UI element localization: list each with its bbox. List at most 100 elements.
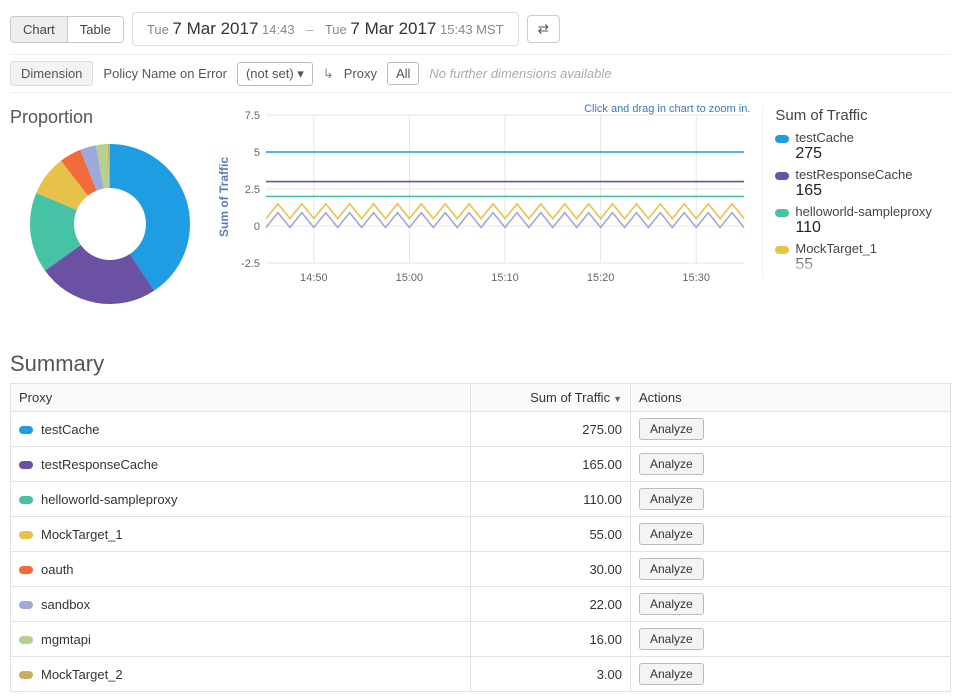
table-row: helloworld-sampleproxy 110.00 Analyze xyxy=(11,482,951,517)
line-chart-frame: Sum of Traffic -2.502.557.514:5015:0015:… xyxy=(230,107,750,287)
proxy-select-value: All xyxy=(396,66,410,81)
table-row: mgmtapi16.00Analyze xyxy=(11,622,951,657)
date-to-day: 7 Mar 2017 xyxy=(350,19,436,38)
breadcrumb-proxy: Proxy xyxy=(344,66,377,81)
legend-name: helloworld-sampleproxy xyxy=(795,204,932,219)
table-row: testResponseCache165.00 Analyze xyxy=(11,447,951,482)
row-swatch xyxy=(19,566,33,574)
proportion-title: Proportion xyxy=(10,107,218,128)
view-toggle: Chart Table xyxy=(10,16,124,43)
legend-item[interactable]: testCache275 xyxy=(775,130,951,163)
legend-name: testCache xyxy=(795,130,854,145)
tab-table[interactable]: Table xyxy=(67,17,123,42)
legend-swatch xyxy=(775,172,789,180)
row-swatch xyxy=(19,426,33,434)
row-swatch xyxy=(19,461,33,469)
analyze-button[interactable]: Analyze xyxy=(639,593,704,615)
y-tick-label: 2.5 xyxy=(245,184,260,196)
y-axis-label: Sum of Traffic xyxy=(217,157,231,237)
table-row: oauth 30.00 Analyze xyxy=(11,552,951,587)
legend-name: testResponseCache xyxy=(795,167,912,182)
summary-title: Summary xyxy=(10,351,951,377)
breadcrumb-policy: Policy Name on Error xyxy=(103,66,227,81)
analyze-button[interactable]: Analyze xyxy=(639,418,704,440)
policy-select[interactable]: (not set) ▾ xyxy=(237,62,313,86)
proxy-name: MockTarget_1 xyxy=(41,527,123,542)
chevron-down-icon: ▾ xyxy=(297,66,304,81)
col-proxy[interactable]: Proxy xyxy=(11,384,471,412)
line-chart[interactable]: -2.502.557.514:5015:0015:1015:2015:30 xyxy=(230,107,750,287)
proxy-select[interactable]: All xyxy=(387,62,419,85)
cell-sum: 30.00 xyxy=(471,552,631,587)
date-from-time: 14:43 xyxy=(262,22,295,37)
cell-proxy: MockTarget_1 xyxy=(11,517,471,552)
analyze-button[interactable]: Analyze xyxy=(639,488,704,510)
date-from-prefix: Tue xyxy=(147,22,169,37)
cell-actions: Analyze xyxy=(631,657,951,692)
row-swatch xyxy=(19,601,33,609)
donut-panel: Proportion xyxy=(10,107,218,307)
cell-sum: 22.00 xyxy=(471,587,631,622)
legend-item[interactable]: MockTarget_155 xyxy=(775,241,951,274)
policy-select-value: (not set) xyxy=(246,66,294,81)
legend-title: Sum of Traffic xyxy=(775,107,951,124)
proxy-name: helloworld-sampleproxy xyxy=(41,492,178,507)
row-swatch xyxy=(19,636,33,644)
date-to-prefix: Tue xyxy=(325,22,347,37)
table-row: sandbox 22.00 Analyze xyxy=(11,587,951,622)
x-tick-label: 15:00 xyxy=(396,272,424,284)
legend-name: MockTarget_1 xyxy=(795,241,877,256)
legend-item[interactable]: testResponseCache165 xyxy=(775,167,951,200)
legend-swatch xyxy=(775,246,789,254)
y-tick-label: -2.5 xyxy=(241,258,260,270)
proxy-name: mgmtapi xyxy=(41,632,91,647)
col-sum-label: Sum of Traffic xyxy=(530,390,610,405)
breadcrumb-arrow-icon: ↳ xyxy=(323,66,334,82)
legend-list: testCache275 testResponseCache165 hellowor… xyxy=(775,130,951,274)
proxy-name: oauth xyxy=(41,562,74,577)
cell-proxy: testCache xyxy=(11,412,471,447)
y-tick-label: 0 xyxy=(254,221,260,233)
cell-sum: 110.00 xyxy=(471,482,631,517)
legend-value: 275 xyxy=(795,145,951,163)
row-swatch xyxy=(19,671,33,679)
legend-swatch xyxy=(775,135,789,143)
proxy-name: sandbox xyxy=(41,597,90,612)
toolbar: Chart Table Tue 7 Mar 2017 14:43 – Tue 7… xyxy=(10,8,951,54)
charts-row: Proportion Click and drag in chart to zo… xyxy=(10,93,951,313)
cell-actions: Analyze xyxy=(631,482,951,517)
cell-actions: Analyze xyxy=(631,447,951,482)
row-swatch xyxy=(19,496,33,504)
dimension-label: Dimension xyxy=(10,61,93,86)
legend-value: 110 xyxy=(795,219,951,237)
col-sum[interactable]: Sum of Traffic▼ xyxy=(471,384,631,412)
table-row: testCache275.00Analyze xyxy=(11,412,951,447)
x-tick-label: 15:20 xyxy=(587,272,615,284)
date-range-picker[interactable]: Tue 7 Mar 2017 14:43 – Tue 7 Mar 2017 15… xyxy=(132,12,519,46)
date-from-day: 7 Mar 2017 xyxy=(172,19,258,38)
analyze-button[interactable]: Analyze xyxy=(639,558,704,580)
line-panel: Click and drag in chart to zoom in. Sum … xyxy=(230,107,750,287)
analyze-button[interactable]: Analyze xyxy=(639,663,704,685)
analyze-button[interactable]: Analyze xyxy=(639,523,704,545)
cell-sum: 16.00 xyxy=(471,622,631,657)
cell-proxy: testResponseCache xyxy=(11,447,471,482)
legend-panel: Sum of Traffic testCache275 testResponseC… xyxy=(762,107,951,277)
date-separator: – xyxy=(306,22,313,37)
x-tick-label: 15:10 xyxy=(492,272,520,284)
cell-proxy: mgmtapi xyxy=(11,622,471,657)
tab-chart[interactable]: Chart xyxy=(11,17,67,42)
cell-actions: Analyze xyxy=(631,587,951,622)
cell-sum: 165.00 xyxy=(471,447,631,482)
table-row: MockTarget_23.00Analyze xyxy=(11,657,951,692)
analyze-button[interactable]: Analyze xyxy=(639,453,704,475)
x-tick-label: 15:30 xyxy=(683,272,711,284)
row-swatch xyxy=(19,531,33,539)
sort-desc-icon: ▼ xyxy=(613,394,622,404)
dimension-bar: Dimension Policy Name on Error (not set)… xyxy=(10,54,951,93)
legend-swatch xyxy=(775,209,789,217)
refresh-button[interactable]: ⇄ xyxy=(527,15,560,43)
legend-value: 165 xyxy=(795,182,951,200)
legend-item[interactable]: helloworld-sampleproxy110 xyxy=(775,204,951,237)
donut-chart[interactable] xyxy=(10,134,210,304)
